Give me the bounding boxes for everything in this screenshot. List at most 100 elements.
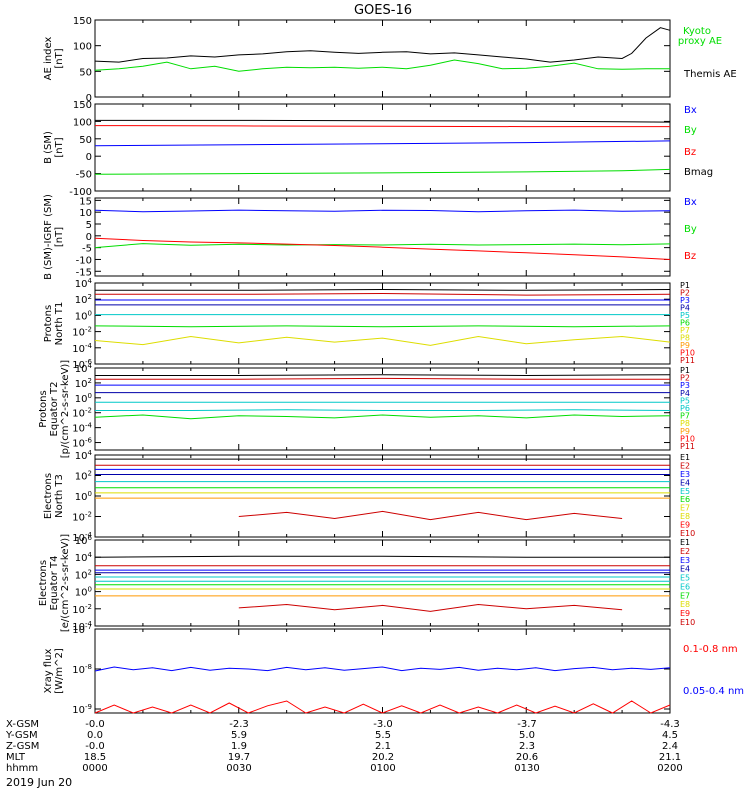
legend-entry: Bz — [684, 251, 696, 262]
legend-entry: E8 — [680, 512, 690, 521]
footer-cell: 2.3 — [519, 741, 535, 752]
legend-entry: proxy AE — [678, 36, 722, 47]
legend-entry: P10 — [680, 434, 695, 443]
y-axis-label: B (SM) — [43, 131, 54, 164]
legend-entry: E6 — [680, 495, 690, 504]
legend-entry: P6 — [680, 319, 690, 328]
y-tick-label: 100 — [75, 309, 92, 322]
legend-entry: E9 — [680, 521, 690, 530]
footer-cell: 21.1 — [659, 752, 681, 763]
y-tick-label: 0 — [86, 152, 92, 163]
legend-entry: E1 — [680, 453, 690, 462]
series-e1 — [94, 555, 670, 558]
footer-cell: 2.1 — [375, 741, 391, 752]
series-p6 — [94, 325, 671, 328]
panel-frame — [94, 539, 671, 627]
y-axis-label: [nT] — [54, 137, 65, 157]
footer-cell: -3.0 — [373, 719, 393, 730]
panel-8: 10-9 10-8 10-7 Xray flux [W/m^2] 0.1-0.8 nm 0.… — [43, 623, 744, 716]
footer-cell: 0130 — [514, 763, 539, 774]
y-tick-label: 10-2 — [72, 326, 92, 339]
footer-cell: 5.5 — [375, 730, 391, 741]
footer-row-label: Z-GSM — [6, 741, 39, 752]
series-p7 — [94, 335, 671, 346]
y-axis-label: [W/m^2] — [54, 648, 65, 694]
legend-entry: P10 — [680, 349, 695, 358]
y-tick-label: 10-4 — [72, 620, 92, 633]
legend-entry: P8 — [680, 334, 690, 343]
legend-entry: E2 — [680, 547, 690, 556]
legend-entry: P9 — [680, 341, 690, 350]
legend-entry: Themis AE — [683, 69, 737, 80]
legend-entry: P1 — [680, 281, 690, 290]
y-tick-label: 50 — [79, 67, 92, 78]
legend-entry: P4 — [680, 389, 690, 398]
y-tick-label: 10-2 — [72, 603, 92, 616]
y-tick-label: 10 — [79, 208, 92, 219]
series-e9 — [238, 510, 623, 521]
footer-cell: 19.7 — [228, 752, 250, 763]
footer-cell: 20.2 — [372, 752, 394, 763]
footer-cell: 18.5 — [84, 752, 106, 763]
series-bz — [94, 125, 670, 128]
legend-entry: 0.05-0.4 nm — [683, 686, 744, 697]
y-tick-label: 100 — [75, 392, 92, 405]
y-tick-label: 100 — [73, 117, 92, 128]
footer-cell: 0.0 — [87, 730, 103, 741]
footer-cell: -0.0 — [85, 741, 105, 752]
y-tick-label: 104 — [75, 449, 93, 462]
footer-row-label: X-GSM — [6, 719, 39, 730]
y-axis-label: [nT] — [54, 227, 65, 247]
y-tick-label: 102 — [75, 568, 92, 581]
y-tick-label: -15 — [76, 267, 92, 278]
y-tick-label: 10-7 — [72, 623, 92, 636]
series-by — [94, 243, 671, 249]
y-tick-label: 150 — [73, 16, 92, 27]
y-axis-label: Electrons — [43, 473, 54, 519]
legend-entry: P11 — [680, 356, 695, 365]
series-p7 — [94, 414, 671, 420]
legend-entry: E7 — [680, 504, 690, 513]
panel-5: 10-6 10-4 10-2 100 102 104 Protons Equator T2 [p… — [38, 360, 695, 459]
footer-cell: 5.9 — [231, 730, 247, 741]
series-bz — [94, 237, 671, 260]
legend-entry: Bx — [684, 197, 697, 208]
y-axis-label: Xray flux — [43, 649, 54, 694]
legend-entry: E4 — [680, 565, 690, 574]
legend-entry: E5 — [680, 574, 690, 583]
y-tick-label: 100 — [75, 586, 92, 599]
legend-entry: E3 — [680, 556, 690, 565]
y-axis-label: North T1 — [54, 302, 65, 346]
y-axis-label: Protons — [38, 390, 49, 427]
footer-cell: 0100 — [370, 763, 395, 774]
legend-entry: P8 — [680, 419, 690, 428]
panel-frame — [94, 103, 671, 192]
footer-cell: 0200 — [657, 763, 682, 774]
legend-entry: Kyoto — [683, 26, 711, 37]
legend-entry: Bz — [684, 147, 696, 158]
panel-frame — [94, 454, 671, 538]
y-tick-label: 10-4 — [72, 422, 92, 435]
legend-entry: P3 — [680, 296, 690, 305]
legend-entry: E5 — [680, 487, 690, 496]
y-tick-label: 10-2 — [72, 511, 92, 524]
y-tick-label: 15 — [79, 196, 92, 207]
series-themis-ae — [94, 27, 671, 63]
y-tick-label: 10-4 — [72, 531, 92, 544]
y-axis-label: [p/(cm^2-s-sr-keV)] — [60, 360, 71, 459]
series-by — [94, 168, 671, 175]
legend-entry: By — [684, 125, 697, 136]
legend-entry: E10 — [680, 529, 695, 538]
legend-entry: E4 — [680, 478, 690, 487]
legend-entry: P9 — [680, 427, 690, 436]
footer-cell: 5.0 — [519, 730, 535, 741]
series-p6 — [95, 409, 671, 411]
date-label: 2019 Jun 20 — [6, 776, 72, 789]
series-0-1-0-8-nm — [94, 700, 671, 714]
footer-cell: 0030 — [226, 763, 251, 774]
series-p2 — [95, 292, 671, 296]
y-axis-label: Protons — [43, 305, 54, 342]
y-tick-label: -100 — [69, 187, 92, 198]
